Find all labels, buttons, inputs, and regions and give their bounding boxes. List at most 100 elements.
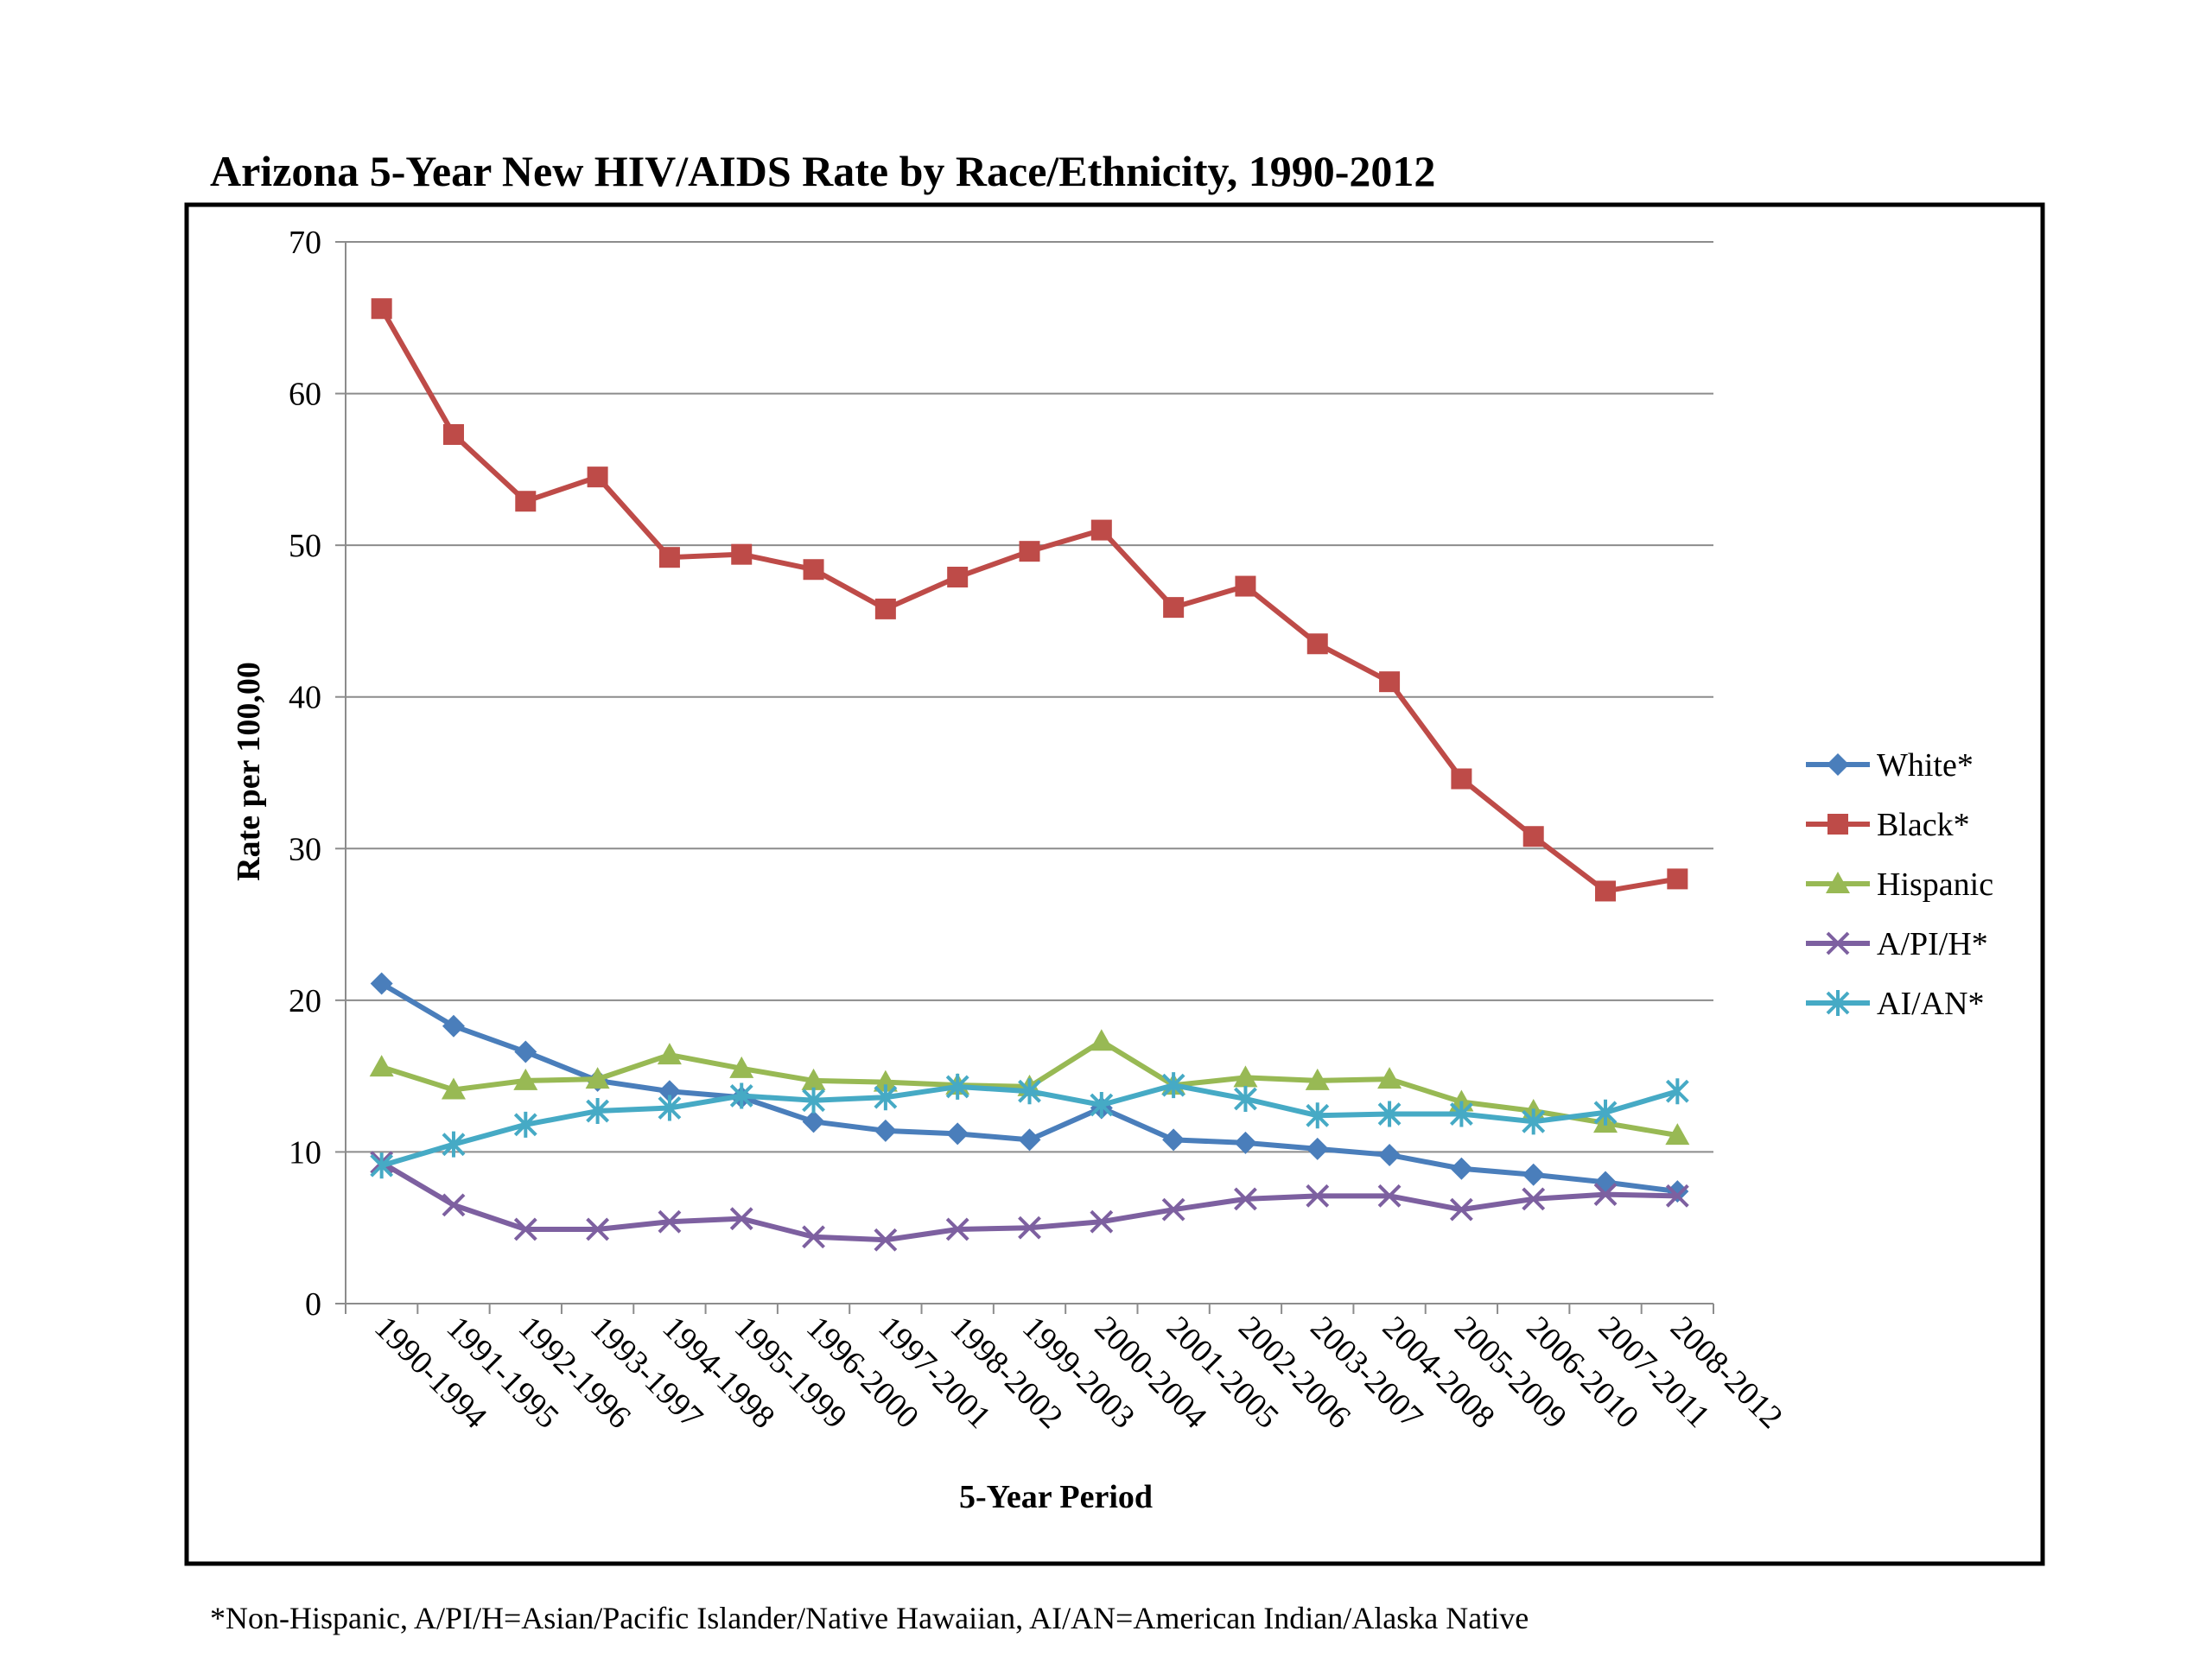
data-point-hispanic [513,1068,538,1090]
chart-frame [184,202,2045,1566]
data-point-black [1595,880,1617,902]
data-point-ai-an [1018,1078,1041,1105]
data-point-white [514,1040,537,1063]
data-point-a-pi-h [586,1217,610,1241]
data-point-a-pi-h [1234,1187,1257,1211]
data-point-white [946,1122,969,1146]
data-point-ai-an [658,1095,682,1121]
legend-label: AI/AN* [1877,986,1985,1022]
data-point-hispanic [873,1070,898,1092]
data-point-hispanic [585,1067,610,1089]
data-point-black [658,547,680,568]
footnote: *Non-Hispanic, A/PI/H=Asian/Pacific Isla… [210,1601,1529,1635]
data-point-ai-an [1234,1085,1257,1112]
data-point-hispanic [1377,1067,1402,1089]
y-tick-label: 50 [289,528,321,564]
data-point-white [1378,1143,1402,1166]
legend: White* Black* Hispanic A/PI/H* AI/AN* [1806,747,1993,1022]
data-point-hispanic [729,1056,754,1078]
data-point-black [1090,519,1112,541]
data-point-black [1163,597,1185,619]
data-point-white [874,1119,897,1142]
legend-item-a-pi-h: A/PI/H* [1806,926,1988,962]
data-point-a-pi-h [802,1225,825,1249]
data-point-white [802,1110,825,1133]
data-point-hispanic [1305,1068,1330,1090]
data-point-ai-an [1161,1072,1185,1099]
data-point-black [371,298,392,320]
y-tick-label: 0 [305,1286,321,1323]
data-point-black [1306,633,1328,655]
data-point-black [803,559,824,581]
data-point-a-pi-h [1522,1187,1546,1211]
data-point-white [1162,1128,1185,1152]
legend-label: Black* [1877,807,1970,843]
data-point-hispanic [369,1055,394,1077]
data-point-ai-an [874,1084,898,1111]
legend-swatch-marker [1827,753,1849,776]
y-tick-label: 40 [289,680,321,716]
data-point-ai-an [1377,1101,1402,1127]
data-point-ai-an [442,1131,466,1158]
data-point-a-pi-h [513,1217,537,1241]
data-series [369,298,1690,1252]
data-point-ai-an [945,1073,969,1100]
data-point-ai-an [1449,1101,1473,1127]
data-point-ai-an [729,1082,753,1109]
data-point-hispanic [801,1068,826,1090]
data-point-black [1451,768,1472,790]
data-point-a-pi-h [729,1207,753,1231]
data-point-white [1234,1131,1257,1154]
data-point-ai-an [802,1087,825,1114]
series-ai-an [370,1072,1689,1179]
data-point-black [515,491,537,512]
data-point-hispanic [1233,1065,1258,1088]
legend-label: White* [1877,747,1974,784]
data-point-a-pi-h [442,1193,466,1217]
data-point-a-pi-h [1449,1197,1473,1222]
legend-label: Hispanic [1877,866,1993,903]
data-point-ai-an [1090,1092,1114,1118]
legend-swatch-marker [1827,814,1848,835]
series-black [371,298,1688,902]
data-point-hispanic [657,1043,682,1065]
y-axis-label: Rate per 100,00 [231,662,267,881]
data-point-a-pi-h [1593,1183,1618,1207]
data-point-ai-an [1665,1078,1689,1105]
legend-item-white: White* [1806,747,1974,784]
y-tick-label: 70 [289,225,321,261]
data-point-ai-an [370,1152,394,1179]
x-axis-label: 5-Year Period [959,1479,1153,1515]
data-point-black [1379,671,1401,693]
legend-item-black: Black* [1806,807,1970,843]
data-point-white [1522,1163,1545,1186]
data-point-a-pi-h [1665,1184,1689,1208]
data-point-ai-an [1593,1099,1618,1126]
data-point-hispanic [1089,1029,1114,1051]
legend-item-ai-an: AI/AN* [1806,986,1985,1022]
data-point-black [587,467,608,488]
data-point-ai-an [1306,1102,1330,1129]
data-point-black [947,567,969,588]
y-tick-label: 20 [289,983,321,1019]
data-point-hispanic [441,1077,466,1100]
data-point-black [874,598,896,619]
data-point-black [442,423,464,445]
series-a-pi-h [370,1151,1689,1252]
y-tick-label: 10 [289,1134,321,1171]
data-point-a-pi-h [874,1228,898,1252]
data-point-a-pi-h [1018,1216,1041,1240]
data-point-white [1450,1157,1473,1180]
legend-item-hispanic: Hispanic [1806,866,1993,903]
data-point-black [1235,575,1256,597]
data-point-black [731,543,753,565]
data-point-white [442,1014,465,1038]
data-point-black [1019,541,1040,562]
data-point-a-pi-h [945,1217,969,1241]
data-point-ai-an [586,1098,610,1125]
y-tick-label: 30 [289,831,321,867]
data-point-ai-an [513,1111,537,1138]
legend-swatch-marker [1826,990,1850,1016]
